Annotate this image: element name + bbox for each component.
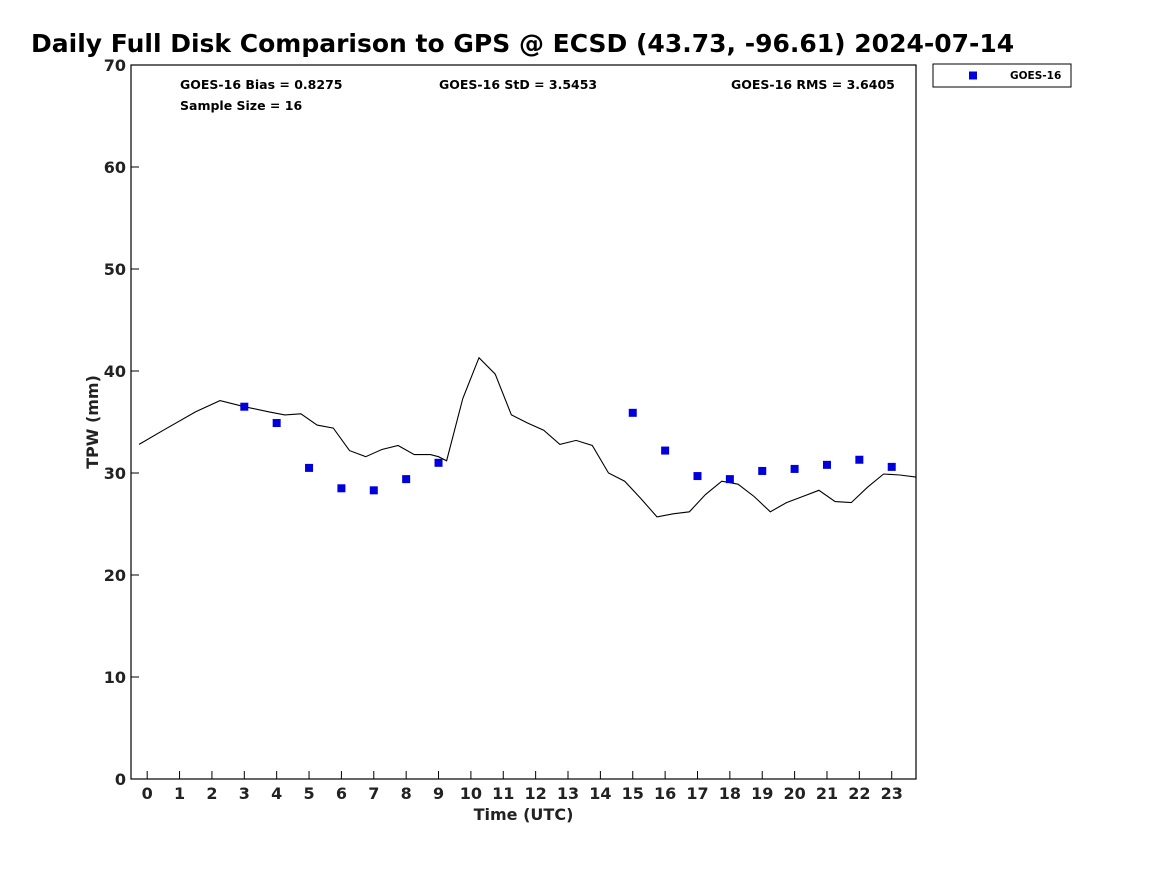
series-layer [138, 356, 917, 518]
y-tick-label: 60 [104, 158, 126, 177]
y-tick-label: 50 [104, 260, 126, 279]
goes16-point [790, 464, 799, 473]
goes16-point [887, 462, 896, 471]
x-tick-label: 10 [460, 784, 482, 803]
legend: GOES-16 [932, 63, 1072, 88]
goes16-point [661, 446, 670, 455]
rms-stat: GOES-16 RMS = 3.6405 [731, 77, 895, 92]
legend-label: GOES-16 [1010, 70, 1061, 82]
x-tick-label: 20 [783, 784, 805, 803]
gps-tpw-line [138, 356, 917, 518]
goes16-point [434, 458, 443, 467]
x-tick-label: 6 [336, 784, 347, 803]
x-tick-label: 13 [557, 784, 579, 803]
sample-size-stat: Sample Size = 16 [180, 98, 302, 113]
y-axis-label: TPW (mm) [83, 375, 102, 469]
x-tick-label: 23 [881, 784, 903, 803]
goes16-point [402, 475, 411, 484]
y-tick-label: 30 [104, 464, 126, 483]
x-tick-label: 1 [174, 784, 185, 803]
plot-area [130, 64, 917, 780]
goes16-point [855, 455, 864, 464]
x-tick-label: 18 [719, 784, 741, 803]
x-tick-label: 22 [848, 784, 870, 803]
goes16-point [240, 402, 249, 411]
goes16-point [628, 408, 637, 417]
x-tick-label: 11 [492, 784, 514, 803]
x-tick-label: 12 [525, 784, 547, 803]
goes16-point [337, 484, 346, 493]
x-tick-label: 7 [368, 784, 379, 803]
goes16-point [693, 472, 702, 481]
x-tick-label: 19 [751, 784, 773, 803]
y-axis: 0 10 20 30 40 50 60 70 [104, 56, 139, 789]
bias-stat: GOES-16 Bias = 0.8275 [180, 77, 342, 92]
plot-frame [130, 64, 917, 780]
chart-title: Daily Full Disk Comparison to GPS @ ECSD… [31, 29, 1014, 58]
x-tick-label: 21 [816, 784, 838, 803]
x-tick-label: 9 [433, 784, 444, 803]
std-stat: GOES-16 StD = 3.5453 [439, 77, 597, 92]
x-tick-label: 0 [142, 784, 153, 803]
y-tick-label: 10 [104, 668, 126, 687]
y-tick-label: 70 [104, 56, 126, 75]
y-tick-label: 0 [115, 770, 126, 789]
x-tick-label: 4 [271, 784, 282, 803]
x-axis-label: Time (UTC) [474, 805, 574, 824]
x-tick-label: 17 [686, 784, 708, 803]
x-tick-label: 8 [401, 784, 412, 803]
legend-marker [969, 71, 977, 80]
x-tick-label: 5 [303, 784, 314, 803]
legend-box [932, 63, 1072, 88]
x-tick-label: 3 [239, 784, 250, 803]
goes16-point [758, 466, 767, 475]
x-tick-label: 15 [622, 784, 644, 803]
x-tick-label: 2 [206, 784, 217, 803]
y-tick-label: 40 [104, 362, 126, 381]
x-axis: 0 1 2 3 4 5 6 7 8 9 10 11 12 13 14 15 16 17 18 19 20 21 22 23 [142, 771, 903, 803]
goes16-point [305, 463, 314, 472]
goes16-point [272, 419, 281, 428]
x-tick-label: 16 [654, 784, 676, 803]
goes16-point [369, 486, 378, 495]
y-tick-label: 20 [104, 566, 126, 585]
goes16-point [822, 460, 831, 469]
goes16-point [725, 475, 734, 484]
x-tick-label: 14 [589, 784, 611, 803]
